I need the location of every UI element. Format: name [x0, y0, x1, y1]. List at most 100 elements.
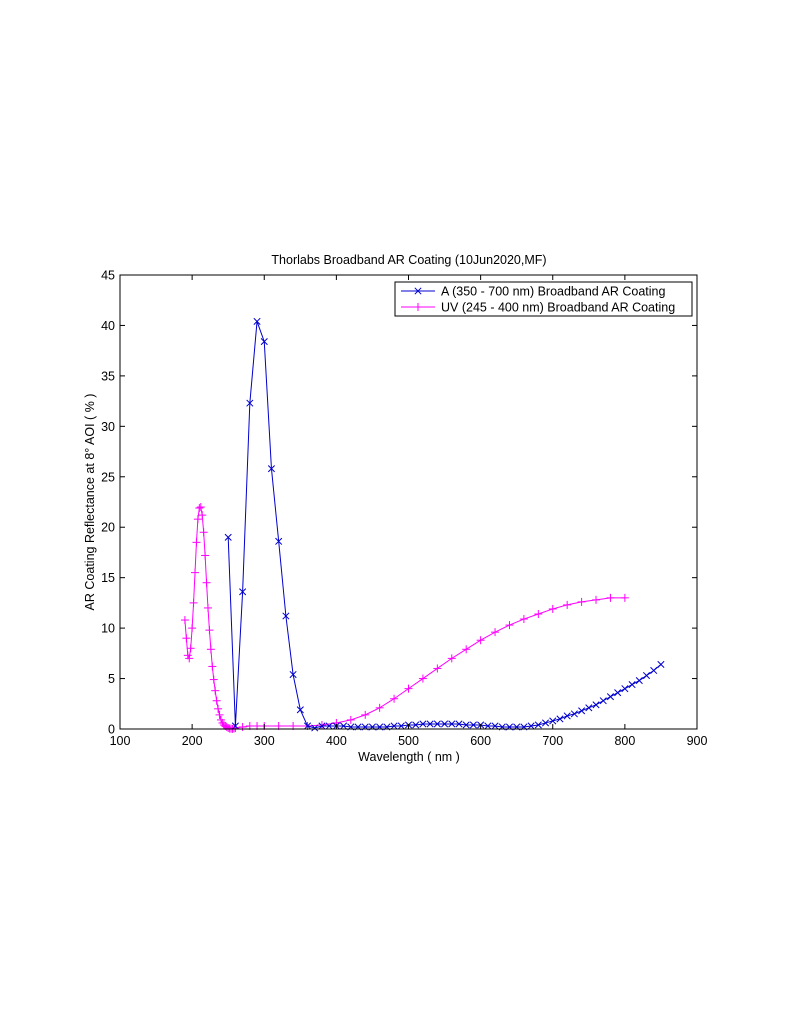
legend-marker [414, 287, 422, 295]
axis-ticks: 100 200 300 400 500 600 700 800 900 0 5 10 15 20 25 30 3… [101, 269, 707, 749]
x-tick-label: 500 [398, 734, 419, 748]
data-point [419, 720, 427, 728]
y-tick-label: 20 [101, 521, 115, 535]
data-point [447, 654, 456, 663]
data-point [185, 654, 194, 663]
data-point [238, 722, 247, 731]
data-point [578, 707, 586, 715]
legend: A (350 - 700 nm) Broadband AR Coating UV … [394, 281, 693, 317]
data-point [592, 701, 600, 709]
data-point [214, 704, 223, 713]
data-point [212, 696, 221, 705]
data-point [592, 595, 601, 604]
legend-label: UV (245 - 400 nm) Broadband AR Coating [441, 301, 675, 315]
data-point [462, 721, 470, 729]
x-tick-label: 900 [687, 734, 708, 748]
data-point [491, 628, 500, 637]
data-point [433, 664, 442, 673]
data-point [260, 338, 268, 346]
x-tick-label: 700 [542, 734, 563, 748]
data-point [282, 612, 290, 620]
series-uv [180, 503, 629, 733]
data-point [433, 720, 441, 728]
data-point [180, 616, 189, 625]
y-tick-label: 35 [101, 369, 115, 383]
data-point [275, 537, 283, 545]
data-point [534, 721, 542, 729]
data-point [317, 720, 326, 729]
data-point [186, 644, 195, 653]
data-point [441, 720, 449, 728]
plot-series [180, 317, 665, 733]
data-point [541, 719, 550, 727]
data-point [340, 722, 348, 730]
y-tick-label: 30 [101, 420, 115, 434]
data-point [484, 722, 492, 730]
data-point [397, 722, 405, 730]
data-point [418, 674, 427, 683]
plot-axes [119, 274, 698, 730]
data-point [657, 660, 665, 668]
data-point [246, 399, 254, 407]
legend-marker [414, 303, 422, 311]
legend-entry: UV (245 - 400 nm) Broadband AR Coating [401, 301, 675, 315]
data-point [375, 703, 384, 712]
data-point [404, 684, 413, 693]
data-point [318, 722, 326, 730]
data-point [203, 603, 212, 612]
y-tick-label: 5 [108, 672, 115, 686]
y-tick-label: 25 [101, 470, 115, 484]
data-point [527, 722, 535, 730]
data-point [620, 593, 629, 602]
x-tick-label: 200 [182, 734, 203, 748]
series-line [184, 506, 625, 730]
data-point [215, 710, 224, 719]
y-tick-label: 40 [101, 319, 115, 333]
data-point [585, 704, 593, 712]
data-point [361, 710, 370, 719]
data-point [614, 689, 622, 697]
x-axis-label: Wavelength ( nm ) [358, 750, 460, 764]
data-point [267, 465, 276, 473]
data-point [253, 317, 261, 325]
data-point [476, 636, 485, 645]
data-point [390, 694, 399, 703]
legend-entry: A (350 - 700 nm) Broadband AR Coating [401, 285, 665, 299]
data-point [621, 685, 629, 693]
data-point [196, 503, 205, 512]
y-tick-label: 45 [101, 269, 115, 283]
data-point [192, 538, 201, 547]
plot-frame [119, 274, 698, 730]
data-point [311, 724, 319, 732]
series-line [227, 321, 662, 729]
x-tick-label: 800 [614, 734, 635, 748]
data-point [549, 717, 557, 725]
y-tick-label: 0 [108, 723, 115, 737]
data-point [202, 578, 211, 587]
data-point [209, 675, 218, 684]
data-point [191, 568, 200, 577]
data-point [577, 597, 586, 606]
data-point [201, 551, 210, 560]
data-point [599, 697, 607, 705]
data-point [208, 662, 217, 671]
legend-box [394, 281, 693, 317]
data-point [229, 724, 238, 733]
data-point [193, 515, 202, 524]
data-point [635, 677, 643, 685]
data-point [198, 511, 207, 520]
data-point [563, 600, 572, 609]
x-tick-label: 600 [470, 734, 491, 748]
data-point [606, 693, 615, 701]
y-axis-label: AR Coating Reflectance at 8° AOI ( % ) [83, 394, 97, 611]
x-tick-label: 400 [326, 734, 347, 748]
data-point [189, 598, 198, 607]
data-point [448, 720, 456, 728]
data-point [491, 722, 499, 730]
data-point [289, 670, 297, 679]
data-point [303, 722, 312, 730]
data-point [412, 721, 420, 729]
data-point [534, 609, 543, 618]
chart-title: Thorlabs Broadband AR Coating (10Jun2020… [271, 253, 546, 267]
